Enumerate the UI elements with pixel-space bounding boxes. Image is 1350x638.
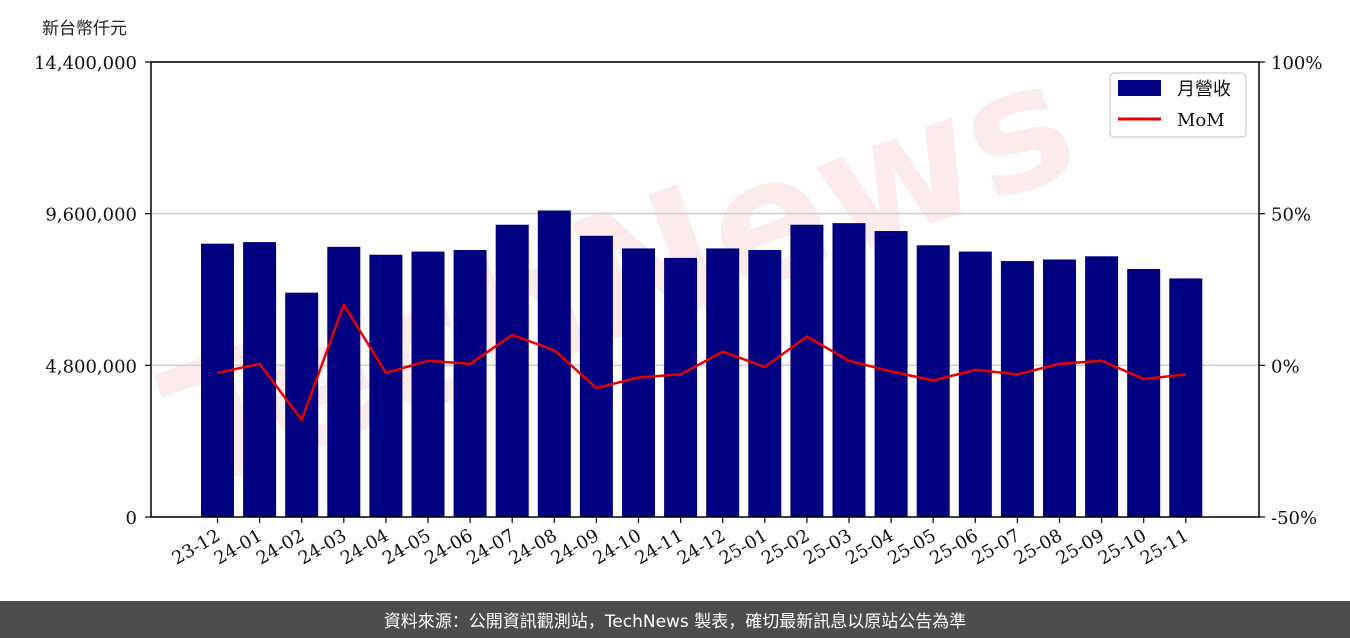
bar-25-11 — [1169, 278, 1203, 517]
right-tick-label: -50% — [1271, 508, 1317, 529]
bar-24-07 — [495, 224, 529, 517]
bar-24-09 — [579, 235, 613, 517]
legend-label-mom: MoM — [1177, 110, 1225, 131]
bar-25-03 — [832, 223, 866, 518]
bar-25-01 — [748, 250, 782, 517]
bar-24-06 — [453, 250, 487, 517]
bar-24-12 — [706, 248, 740, 517]
x-tick-label: 25-11 — [1137, 525, 1192, 569]
right-tick-label: 0% — [1271, 356, 1300, 377]
legend-label-revenue: 月營收 — [1177, 79, 1231, 100]
bar-25-08 — [1043, 259, 1076, 517]
bar-24-05 — [411, 251, 445, 518]
right-tick-label: 50% — [1271, 205, 1311, 226]
bar-24-03 — [327, 246, 361, 517]
mom-line — [217, 303, 1186, 422]
bar-25-10 — [1127, 268, 1161, 517]
source-footer: 資料來源：公開資訊觀測站，TechNews 製表，確切最新訊息以原站公告為準 — [0, 601, 1350, 638]
left-tick-label: 9,600,000 — [45, 205, 137, 226]
bar-23-12 — [201, 243, 234, 517]
legend-swatch-bar — [1118, 80, 1161, 96]
right-tick-label: 100% — [1271, 53, 1322, 74]
bar-25-02 — [790, 224, 824, 517]
revenue-chart: TechNews 04,800,0009,600,00014,400,000-5… — [34, 21, 1323, 570]
left-tick-label: 4,800,000 — [45, 356, 137, 377]
bar-24-04 — [369, 254, 403, 518]
left-tick-label: 14,400,000 — [34, 53, 137, 74]
mom-line-series — [217, 303, 1186, 422]
bar-24-08 — [537, 210, 571, 517]
bar-24-10 — [622, 248, 655, 517]
y-axis-unit-label: 新台幣仟元 — [42, 19, 127, 39]
bar-24-11 — [664, 257, 698, 517]
left-tick-label: 0 — [126, 508, 137, 529]
legend: 月營收 MoM — [1109, 72, 1247, 138]
bar-25-06 — [958, 251, 992, 518]
bar-25-07 — [1000, 261, 1034, 517]
bar-25-09 — [1085, 256, 1119, 517]
plot-frame — [150, 61, 1260, 518]
footer-text: 資料來源：公開資訊觀測站，TechNews 製表，確切最新訊息以原站公告為準 — [383, 612, 967, 632]
